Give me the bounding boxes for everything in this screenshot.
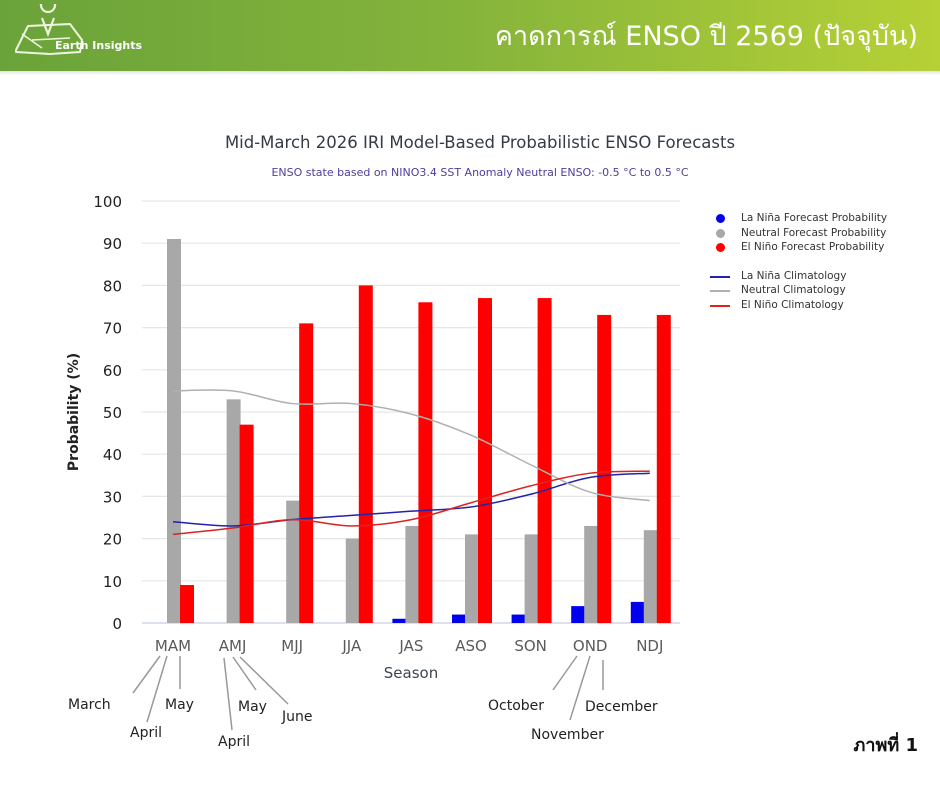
climatology-lines: [172, 389, 650, 536]
bar-neutral: [643, 530, 658, 623]
bar-el-nino: [478, 298, 492, 623]
month-label: December: [585, 699, 658, 715]
y-axis-label: Probability (%): [66, 353, 82, 471]
month-label: November: [531, 727, 604, 743]
x-tick-label: ASO: [455, 637, 487, 655]
month-connector-line: [223, 657, 233, 731]
month-label: June: [282, 709, 313, 725]
bars: [167, 238, 671, 624]
y-tick-labels: 0 10 20 30 40 50 60 70 80 90 100: [93, 193, 122, 633]
header-shadow: [0, 71, 940, 75]
month-label: May: [165, 697, 194, 713]
line-el-nino-clim: [172, 470, 650, 536]
legend-label: Neutral Forecast Probability: [741, 226, 887, 239]
x-tick-label: MJJ: [281, 637, 303, 655]
legend-line-icon: [710, 290, 730, 292]
bar-neutral: [286, 500, 301, 623]
chart-legend: La Niña Forecast Probability Neutral For…: [710, 211, 887, 313]
x-tick-label: MAM: [155, 637, 191, 655]
x-tick-label: AMJ: [219, 637, 247, 655]
y-tick-label: 20: [103, 531, 122, 549]
x-axis-label: Season: [384, 664, 438, 682]
y-tick-label: 80: [103, 277, 122, 295]
bar-el-nino: [180, 585, 194, 623]
y-tick-label: 30: [103, 488, 122, 506]
legend-line-icon: [710, 304, 730, 307]
y-tick-label: 10: [103, 573, 122, 591]
y-tick-label: 60: [103, 362, 122, 380]
bar-la-nina: [452, 614, 466, 623]
bar-el-nino: [239, 424, 254, 623]
bar-la-nina: [571, 606, 586, 623]
legend-item-neutral-forecast: Neutral Forecast Probability: [716, 226, 887, 241]
bar-neutral: [405, 525, 420, 623]
y-tick-label: 70: [103, 320, 122, 338]
bar-neutral: [524, 534, 539, 623]
chart-title: Mid-March 2026 IRI Model-Based Probabili…: [224, 133, 736, 152]
legend-item-neutral-climatology: Neutral Climatology: [710, 283, 887, 298]
bar-la-nina: [392, 618, 407, 623]
bar-neutral: [584, 525, 599, 623]
y-tick-label: 40: [103, 446, 122, 464]
legend-dot-icon: [716, 228, 725, 238]
earth-insights-logo: Earth Insights: [10, 0, 142, 64]
bar-el-nino: [299, 323, 314, 623]
month-connector-line: [239, 656, 289, 705]
page-title: คาดการณ์ ENSO ปี 2569 (ปัจจุบัน): [494, 21, 918, 52]
legend-item-el-nino-forecast: El Niño Forecast Probability: [716, 240, 887, 255]
map-pin-icon: [15, 0, 83, 55]
legend-item-el-nino-climatology: El Niño Climatology: [710, 298, 887, 313]
legend-item-la-nina-forecast: La Niña Forecast Probability: [716, 211, 887, 226]
month-connector-line: [569, 655, 591, 721]
x-tick-label: NDJ: [636, 637, 663, 655]
x-tick-label: SON: [514, 637, 547, 655]
y-tick-label: 0: [112, 615, 122, 633]
legend-item-la-nina-climatology: La Niña Climatology: [710, 269, 887, 284]
bar-la-nina: [630, 601, 645, 623]
y-tick-label: 90: [103, 235, 122, 253]
bar-neutral: [345, 538, 360, 623]
month-connector-line: [552, 655, 578, 691]
bar-la-nina: [511, 614, 526, 623]
month-connector-line: [132, 655, 161, 694]
month-connector-lines: [132, 655, 604, 731]
bar-el-nino: [537, 298, 552, 623]
legend-label: El Niño Climatology: [741, 298, 844, 311]
bar-el-nino: [358, 285, 373, 623]
legend-label: El Niño Forecast Probability: [741, 241, 885, 253]
figure-label: ภาพที่ 1: [853, 735, 919, 756]
bar-neutral: [226, 399, 241, 623]
bar-neutral: [167, 238, 181, 624]
header-banner: [0, 0, 940, 71]
legend-label: Neutral Climatology: [741, 284, 846, 296]
bar-el-nino: [418, 302, 433, 623]
bar-neutral: [465, 534, 479, 623]
bar-el-nino: [656, 314, 671, 623]
bar-el-nino: [597, 314, 612, 623]
month-label: October: [488, 698, 545, 714]
y-tick-label: 100: [93, 193, 122, 211]
legend-label: La Niña Forecast Probability: [741, 212, 888, 224]
month-label: April: [218, 734, 250, 750]
month-connector-line: [232, 656, 257, 691]
legend-dot-icon: [716, 243, 725, 252]
y-tick-label: 50: [103, 404, 122, 422]
month-label: May: [238, 699, 267, 715]
month-label: April: [130, 725, 162, 741]
legend-label: La Niña Climatology: [741, 269, 847, 282]
line-neutral-clim: [172, 389, 650, 502]
x-tick-labels: MAM AMJ MJJ JJA JAS ASO SON OND NDJ: [155, 637, 663, 655]
x-tick-label: JAS: [398, 637, 423, 655]
x-tick-label: OND: [573, 637, 608, 655]
x-tick-label: JJA: [341, 637, 362, 655]
legend-dot-icon: [716, 214, 725, 223]
chart-subtitle: ENSO state based on NINO3.4 SST Anomaly …: [271, 166, 689, 179]
logo-text: Earth Insights: [55, 39, 143, 52]
month-connector-line: [146, 655, 168, 723]
legend-line-icon: [710, 275, 730, 278]
month-label: March: [68, 697, 111, 713]
